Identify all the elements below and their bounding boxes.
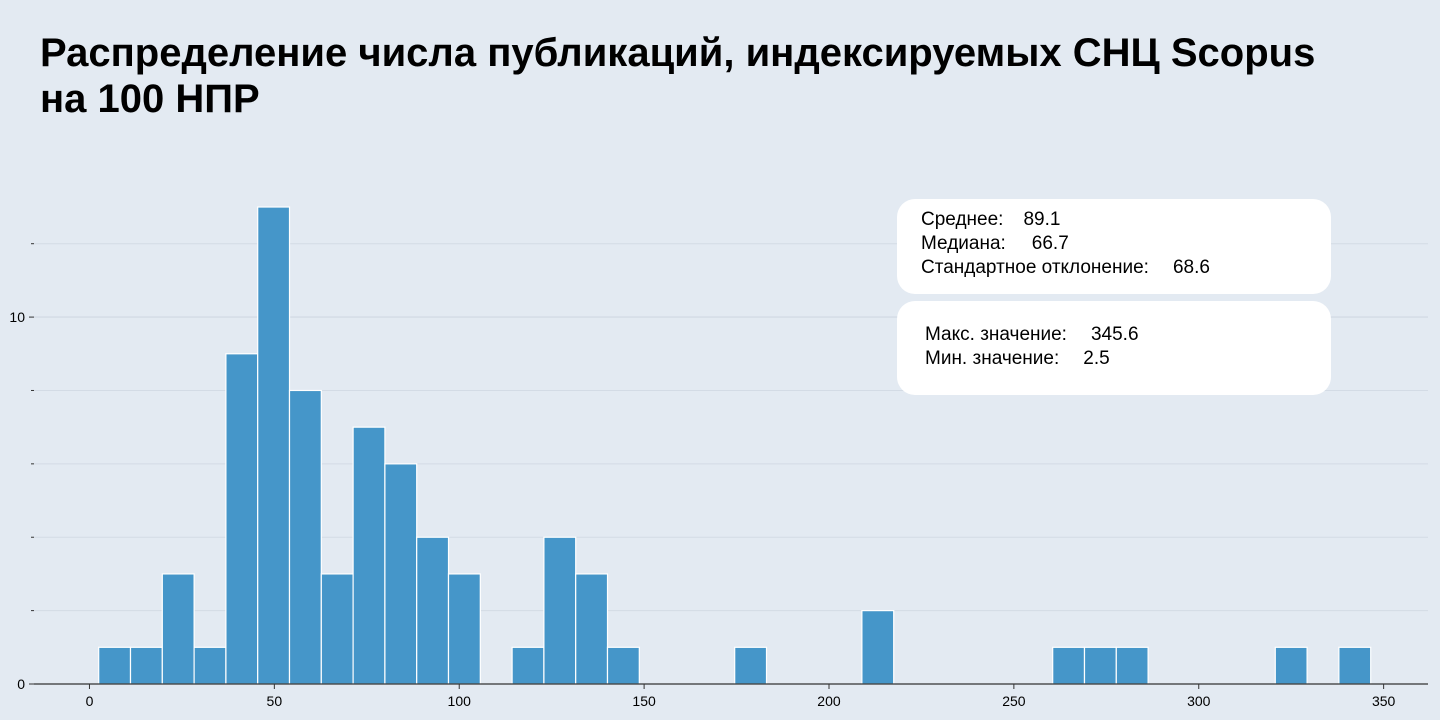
histogram-bar	[257, 206, 291, 685]
histogram-bar	[861, 610, 895, 685]
histogram-bar	[734, 646, 768, 685]
stat-median-label: Медиана:	[921, 233, 1006, 254]
histogram-bar	[352, 426, 386, 685]
histogram-bar	[447, 573, 481, 685]
stat-min-value: 2.5	[1083, 348, 1110, 369]
x-tick-label: 0	[86, 693, 94, 709]
histogram-bar	[511, 646, 545, 685]
histogram-bar	[98, 646, 132, 685]
histogram-bar	[1115, 646, 1149, 685]
stat-std-label: Стандартное отклонение:	[921, 257, 1149, 278]
range-stats-box: Макс. значение: 345.6 Мин. значение: 2.5	[897, 301, 1331, 395]
stat-mean-label: Среднее:	[921, 209, 1004, 230]
histogram-bar	[1338, 646, 1372, 685]
page-title: Распределение числа публикаций, индексир…	[40, 30, 1400, 122]
stat-min-label: Мин. значение:	[925, 348, 1060, 369]
x-tick-label: 250	[1002, 693, 1026, 709]
histogram-bar	[416, 536, 450, 685]
stat-min: Мин. значение: 2.5	[925, 347, 1331, 371]
histogram-bar	[575, 573, 609, 685]
stat-std: Стандартное отклонение: 68.6	[921, 256, 1331, 280]
histogram-bar	[384, 463, 418, 685]
y-tick-label: 0	[17, 676, 25, 692]
x-tick-label: 350	[1372, 693, 1396, 709]
histogram-bar	[193, 646, 227, 685]
histogram-bar	[1274, 646, 1308, 685]
title-line-1: Распределение числа публикаций, индексир…	[40, 31, 1316, 75]
histogram-bar	[161, 573, 195, 685]
histogram-bar	[1083, 646, 1117, 685]
x-tick-label: 50	[267, 693, 283, 709]
stat-max: Макс. значение: 345.6	[925, 323, 1331, 347]
histogram-bar	[320, 573, 354, 685]
stat-std-value: 68.6	[1172, 257, 1210, 278]
stat-mean: Среднее: 89.1	[921, 208, 1331, 232]
histogram-bar	[225, 353, 259, 685]
histogram-bar	[543, 536, 577, 685]
x-tick-label: 150	[632, 693, 656, 709]
stat-mean-value: 89.1	[1023, 209, 1061, 230]
title-line-2: на 100 НПР	[40, 77, 260, 121]
x-tick-label: 200	[817, 693, 841, 709]
x-tick-label: 100	[448, 693, 472, 709]
histogram-bar	[1052, 646, 1086, 685]
histogram-bar	[606, 646, 640, 685]
stat-median-value: 66.7	[1031, 233, 1069, 254]
stat-max-label: Макс. значение:	[925, 324, 1067, 345]
histogram-bar	[129, 646, 163, 685]
y-tick-label: 10	[9, 309, 25, 325]
x-tick-label: 300	[1187, 693, 1211, 709]
summary-stats-box: Среднее: 89.1 Медиана: 66.7 Стандартное от…	[897, 199, 1331, 294]
histogram-bar	[288, 389, 322, 685]
stat-median: Медиана: 66.7	[921, 232, 1331, 256]
stat-max-value: 345.6	[1090, 324, 1139, 345]
